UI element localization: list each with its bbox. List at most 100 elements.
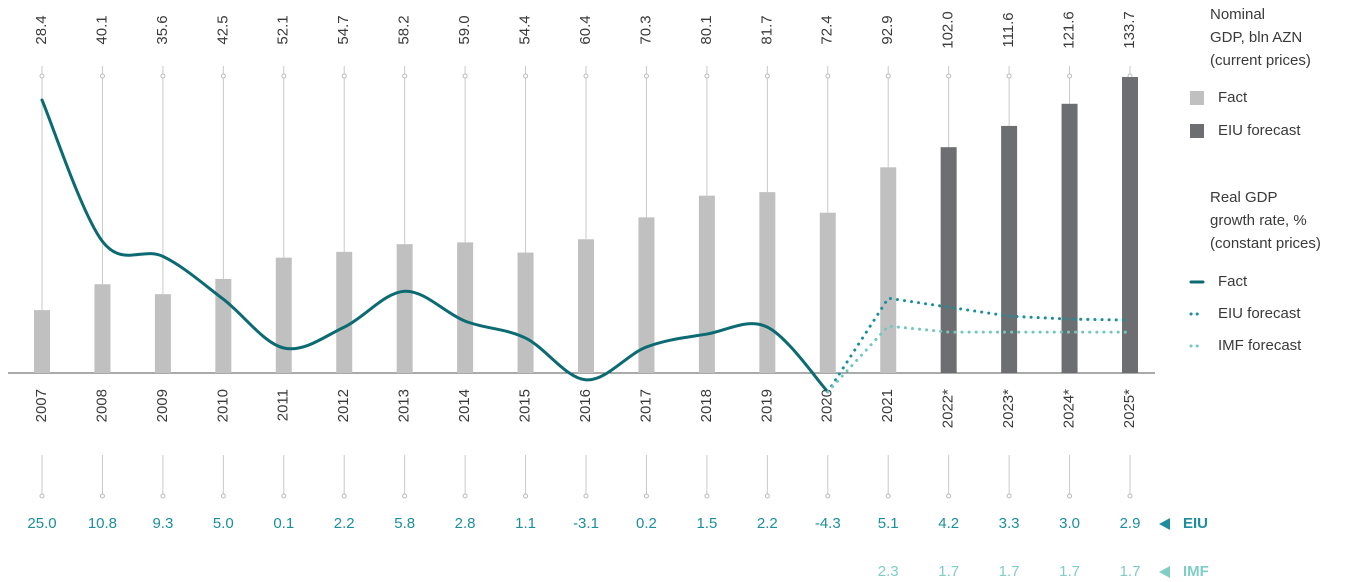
legend-title: Real GDP — [1210, 189, 1278, 206]
bar-value-label: 59.0 — [456, 15, 473, 44]
bar-value-label: 58.2 — [396, 15, 413, 44]
growth-value-label: 25.0 — [27, 515, 56, 532]
x-tick-label: 2007 — [33, 389, 50, 422]
forecast-line — [826, 324, 1132, 394]
connector-dot — [825, 73, 831, 79]
bar — [1061, 103, 1078, 373]
growth-value-label: -3.1 — [573, 515, 599, 532]
bar — [154, 294, 171, 373]
bar — [517, 252, 534, 373]
bar-value-label: 60.4 — [577, 15, 594, 44]
x-tick-label: 2023* — [1000, 389, 1017, 428]
bar — [940, 147, 957, 373]
x-tick-label: 2020 — [819, 389, 836, 422]
growth-value-label: 2.9 — [1120, 515, 1141, 532]
growth-value-label: 1.7 — [999, 563, 1020, 580]
connector-dot — [1067, 73, 1073, 79]
growth-value-label: 1.7 — [938, 563, 959, 580]
growth-value-label: 3.0 — [1059, 515, 1080, 532]
bar-value-label: 92.9 — [879, 15, 896, 44]
growth-value-label: 1.5 — [696, 515, 717, 532]
fact-line — [40, 98, 830, 394]
connector-dot — [99, 493, 105, 499]
growth-value-label: 3.3 — [999, 515, 1020, 532]
bar — [1001, 125, 1018, 373]
legend-label: Fact — [1218, 89, 1248, 106]
bar-value-label: 42.5 — [214, 15, 231, 44]
connector-dot — [160, 73, 166, 79]
connector-dot — [1006, 73, 1012, 79]
x-tick-label: 2021 — [879, 389, 896, 422]
row-label: IMF — [1183, 563, 1209, 580]
row-arrow — [1159, 566, 1170, 578]
growth-value-label: 2.3 — [878, 563, 899, 580]
legend-label: EIU forecast — [1218, 305, 1301, 322]
bar-value-label: 80.1 — [698, 15, 715, 44]
x-tick-label: 2016 — [577, 389, 594, 422]
legend-title: growth rate, % — [1210, 212, 1307, 229]
connector-dot — [643, 73, 649, 79]
growth-value-label: 9.3 — [152, 515, 173, 532]
bar-value-label: 52.1 — [275, 15, 292, 44]
connector-dot — [1127, 493, 1133, 499]
row-label: EIU — [1183, 515, 1208, 532]
connector-dot — [220, 73, 226, 79]
bar — [336, 251, 353, 373]
connector-dot — [885, 493, 891, 499]
connector-dot — [583, 493, 589, 499]
connector-dot — [39, 493, 45, 499]
connector-dot — [341, 493, 347, 499]
connector-dot — [704, 493, 710, 499]
growth-value-label: 1.1 — [515, 515, 536, 532]
x-tick-label: 2014 — [456, 389, 473, 422]
connector-dot — [281, 73, 287, 79]
forecast-line — [826, 296, 1132, 394]
connector-dot — [1006, 493, 1012, 499]
bar — [578, 239, 594, 373]
growth-value-label: 4.2 — [938, 515, 959, 532]
x-tick-label: 2022* — [940, 389, 957, 428]
bar — [1122, 77, 1138, 373]
bar — [94, 284, 111, 373]
connector-dot — [402, 493, 408, 499]
connector-dot — [220, 493, 226, 499]
growth-value-label: 2.8 — [455, 515, 476, 532]
connector-dot — [825, 493, 831, 499]
growth-value-label: -4.3 — [815, 515, 841, 532]
x-tick-label: 2024* — [1061, 389, 1078, 428]
connector-dot — [764, 73, 770, 79]
bar-value-label: 28.4 — [33, 15, 50, 44]
connector-dot — [402, 73, 408, 79]
bar-value-label: 70.3 — [637, 15, 654, 44]
connector-dot — [99, 73, 105, 79]
connector-dot — [462, 73, 468, 79]
bar-value-label: 133.7 — [1121, 11, 1138, 49]
legend-title: Nominal — [1210, 6, 1265, 23]
connector-dot — [885, 73, 891, 79]
connector-dot — [764, 493, 770, 499]
connector-dot — [704, 73, 710, 79]
x-tick-label: 2008 — [93, 389, 110, 422]
bar-value-label: 54.4 — [517, 15, 534, 44]
bar — [396, 244, 413, 373]
growth-value-label: 2.2 — [334, 515, 355, 532]
connector-dot — [523, 73, 529, 79]
growth-value-label: 0.1 — [273, 515, 294, 532]
x-tick-label: 2010 — [214, 389, 231, 422]
growth-value-label: 5.0 — [213, 515, 234, 532]
x-tick-label: 2019 — [758, 389, 775, 422]
bar-value-label: 111.6 — [1000, 12, 1017, 47]
legend-swatch — [1190, 124, 1204, 138]
x-tick-label: 2018 — [698, 389, 715, 422]
connector-dot — [39, 73, 45, 79]
connector-dot — [341, 73, 347, 79]
bar — [275, 257, 292, 373]
bar — [819, 212, 836, 373]
connector-dot — [523, 493, 529, 499]
connector-dot — [946, 73, 952, 79]
x-tick-label: 2009 — [154, 389, 171, 422]
growth-value-label: 10.8 — [88, 515, 117, 532]
legend-title: (constant prices) — [1210, 235, 1321, 252]
growth-value-label: 1.7 — [1059, 563, 1080, 580]
